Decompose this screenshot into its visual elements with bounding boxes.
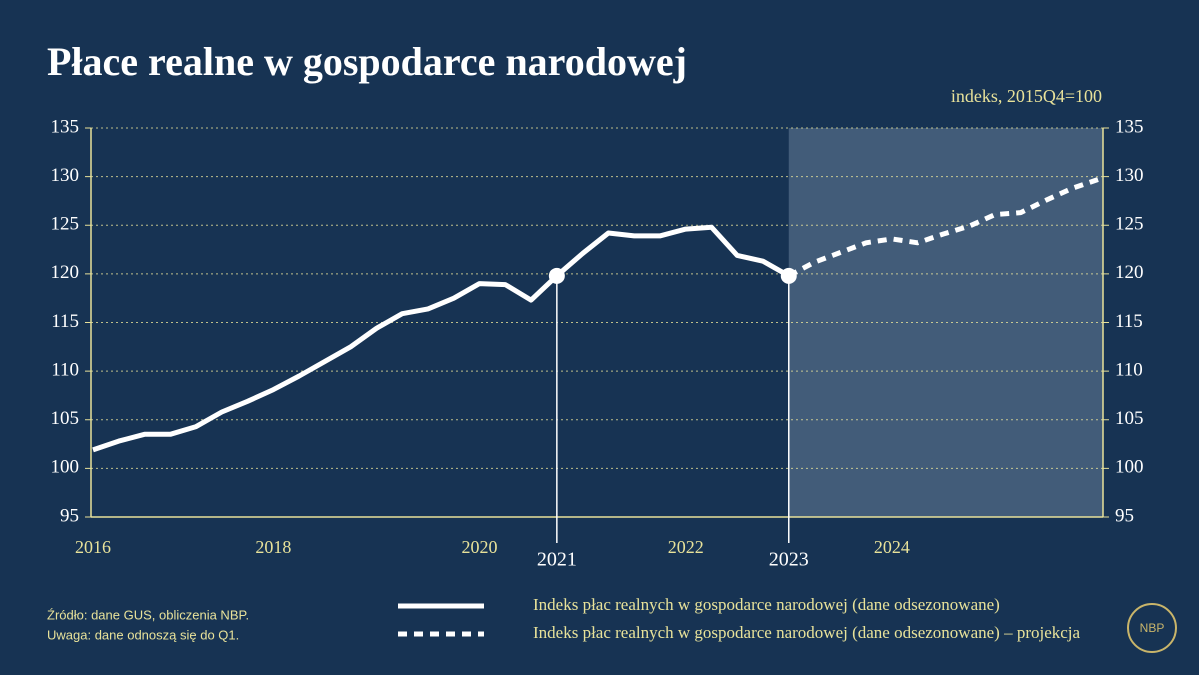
x-tick-label: 2018 [255, 537, 291, 557]
x-tick-label: 2016 [75, 537, 111, 557]
x-tick-label: 2022 [668, 537, 704, 557]
data-line [787, 177, 1099, 279]
x-tick-label: 2024 [874, 537, 910, 557]
y-tick-label: 110 [51, 359, 79, 380]
legend-label: Indeks płac realnych w gospodarce narodo… [533, 595, 1000, 614]
y-tick-label: 125 [51, 214, 80, 235]
x-tick-label: 2020 [462, 537, 498, 557]
data-line [92, 224, 791, 453]
legend-label: Indeks płac realnych w gospodarce narodo… [533, 623, 1081, 642]
y2-tick-label: 110 [1115, 359, 1143, 380]
y2-tick-label: 135 [1115, 116, 1144, 137]
x-tick-label: 2021 [537, 549, 577, 571]
chart-subtitle: indeks, 2015Q4=100 [951, 86, 1102, 106]
y2-tick-label: 115 [1115, 311, 1143, 332]
chart-title: Płace realne w gospodarce narodowej [47, 39, 687, 84]
logo: NBP [1140, 621, 1165, 635]
x-tick-label: 2023 [769, 549, 809, 571]
y-tick-label: 95 [60, 505, 79, 526]
y-tick-label: 115 [51, 311, 79, 332]
y2-tick-label: 105 [1115, 408, 1144, 429]
y-tick-label: 135 [51, 116, 80, 137]
y2-tick-label: 130 [1115, 165, 1144, 186]
note: Uwaga: dane odnoszą się do Q1. [47, 627, 239, 642]
y-tick-label: 100 [51, 457, 80, 478]
logo-ring [1127, 603, 1177, 653]
point-marker [548, 267, 565, 284]
y2-tick-label: 100 [1115, 457, 1144, 478]
y-tick-label: 130 [51, 165, 80, 186]
note: Źródło: dane GUS, obliczenia NBP. [47, 607, 249, 622]
projection-shade [788, 128, 1103, 517]
y-tick-label: 105 [51, 408, 80, 429]
point-marker [780, 267, 797, 284]
y2-tick-label: 120 [1115, 262, 1144, 283]
y2-tick-label: 95 [1115, 505, 1134, 526]
y-tick-label: 120 [51, 262, 80, 283]
y2-tick-label: 125 [1115, 214, 1144, 235]
